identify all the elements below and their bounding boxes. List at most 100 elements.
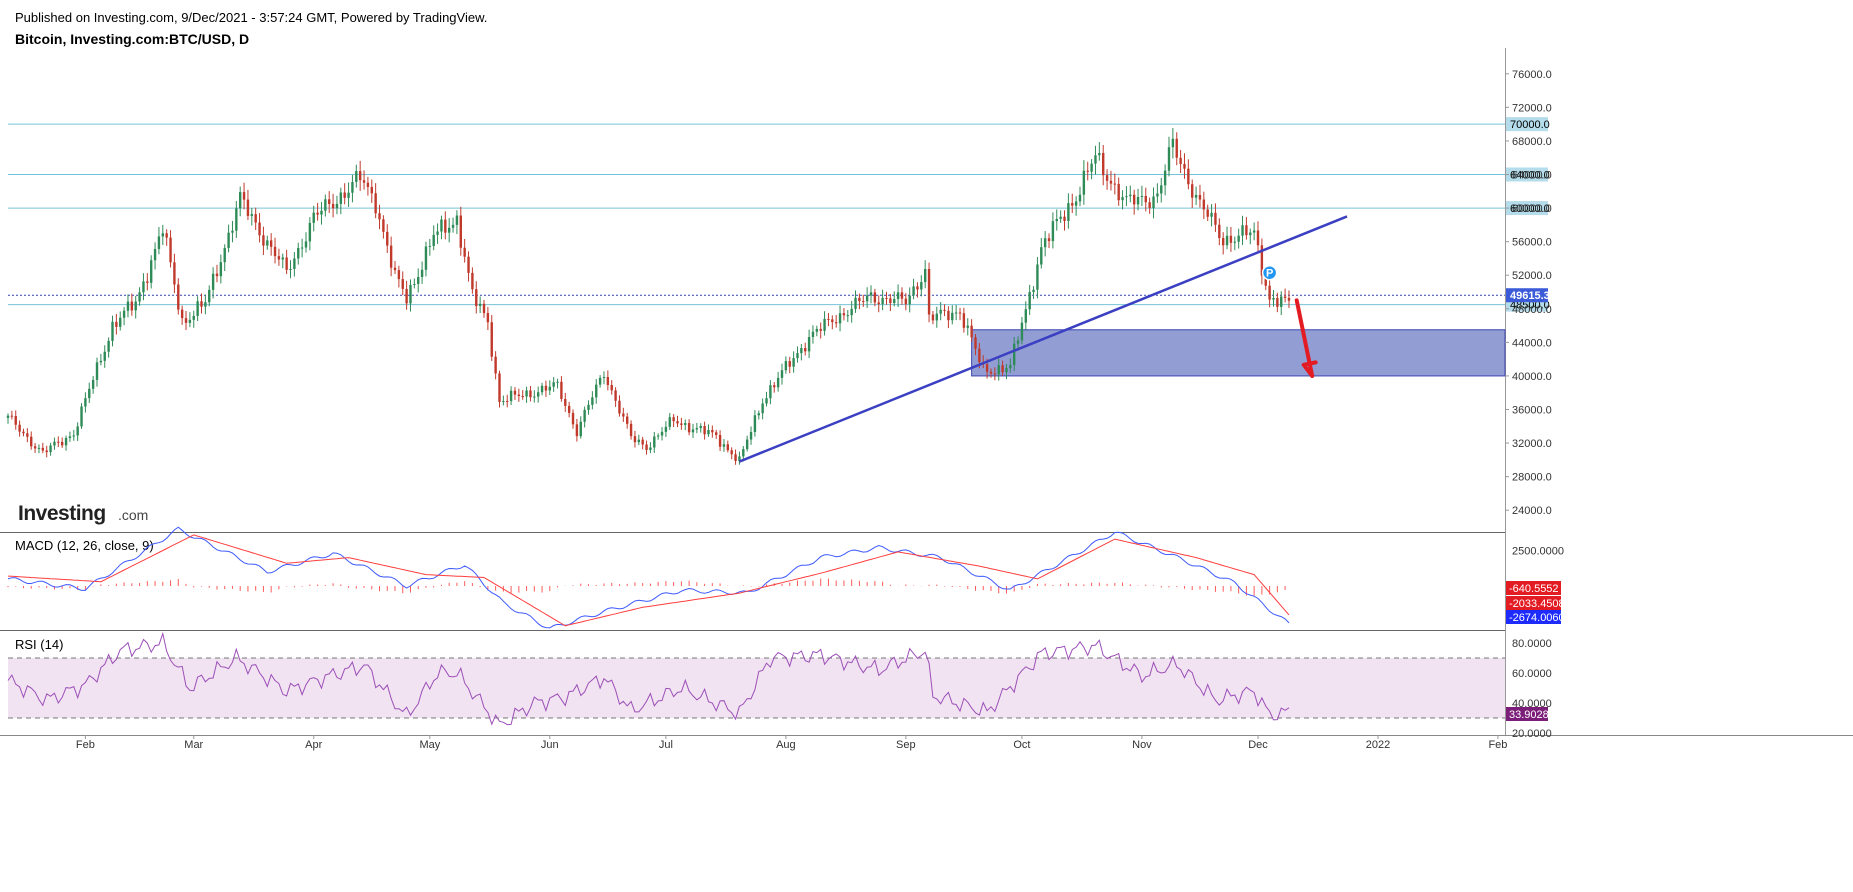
candle-body bbox=[1260, 245, 1264, 276]
candle-body bbox=[1214, 212, 1217, 225]
level-price-tag bbox=[1506, 201, 1548, 216]
candle-body bbox=[869, 292, 873, 296]
candle-body bbox=[409, 284, 412, 304]
candle-body bbox=[656, 435, 660, 437]
candle-body bbox=[72, 435, 75, 437]
candle-body bbox=[622, 413, 625, 417]
candle-body bbox=[513, 390, 517, 395]
candle-body bbox=[583, 409, 586, 422]
candle-body bbox=[1094, 155, 1097, 164]
candle-body bbox=[1113, 183, 1117, 185]
candle-body bbox=[33, 446, 37, 449]
macd-value-tag bbox=[1506, 581, 1561, 595]
chart-symbol-title: Bitcoin, Investing.com:BTC/USD, D bbox=[15, 31, 250, 47]
candle-body bbox=[370, 186, 373, 194]
rsi-line bbox=[7, 631, 1290, 726]
marker-badge[interactable] bbox=[1261, 264, 1278, 281]
candle-body bbox=[1179, 157, 1182, 164]
level-price-tag-label: 64000.0 bbox=[1510, 170, 1550, 182]
candle-body bbox=[831, 319, 834, 323]
candle-body bbox=[1233, 241, 1236, 243]
candle-body bbox=[1136, 196, 1140, 205]
candle-body bbox=[722, 444, 726, 447]
rsi-title: RSI (14) bbox=[15, 637, 63, 652]
candle-body bbox=[974, 337, 977, 349]
price-axis-tick-label: 56000.0 bbox=[1512, 237, 1552, 249]
candle-body bbox=[1287, 297, 1291, 301]
investing-logo: Investing bbox=[18, 502, 106, 525]
investing-logo-suffix: .com bbox=[118, 507, 148, 523]
candle-body bbox=[91, 379, 95, 389]
candle-body bbox=[730, 450, 733, 455]
support-zone-rectangle[interactable] bbox=[971, 329, 1506, 377]
time-axis-tick-label: Dec bbox=[1248, 739, 1268, 751]
candle-body bbox=[1148, 202, 1151, 209]
candle-body bbox=[691, 429, 695, 433]
candle-body bbox=[1175, 138, 1178, 158]
candle-body bbox=[1009, 364, 1012, 369]
candle-body bbox=[60, 441, 64, 446]
candle-body bbox=[146, 281, 149, 283]
candle-body bbox=[1036, 264, 1039, 290]
candle-body bbox=[1005, 368, 1008, 373]
price-axis-tick-label: 24000.0 bbox=[1512, 505, 1552, 517]
candle-body bbox=[660, 431, 664, 436]
candle-body bbox=[208, 289, 211, 303]
ascending-trendline[interactable] bbox=[738, 215, 1348, 463]
candle-body bbox=[138, 292, 141, 302]
candle-body bbox=[37, 447, 41, 449]
candle-body bbox=[1241, 225, 1244, 236]
macd-line bbox=[7, 526, 1290, 629]
candle-body bbox=[401, 279, 404, 289]
candle-body bbox=[1140, 196, 1144, 198]
candle-body bbox=[610, 385, 613, 391]
candle-body bbox=[506, 401, 509, 403]
candle-body bbox=[130, 301, 134, 311]
candle-body bbox=[88, 388, 91, 399]
candle-body bbox=[1249, 232, 1252, 236]
candle-body bbox=[699, 426, 702, 429]
time-axis-tick-label: Oct bbox=[1013, 739, 1030, 751]
candle-body bbox=[1183, 163, 1186, 169]
candle-body bbox=[827, 318, 830, 320]
candle-body bbox=[1194, 194, 1198, 198]
candle-body bbox=[1109, 180, 1113, 184]
candle-body bbox=[908, 295, 911, 305]
candle-body bbox=[386, 231, 389, 246]
candle-body bbox=[99, 360, 103, 363]
candle-body bbox=[382, 219, 385, 232]
candle-body bbox=[560, 381, 563, 399]
price-panel-bottom-border bbox=[0, 532, 1505, 533]
time-axis-tick-label: Jun bbox=[541, 739, 559, 751]
price-axis-tick-label: 68000.0 bbox=[1512, 136, 1552, 148]
candle-body bbox=[680, 423, 683, 425]
candle-body bbox=[544, 385, 548, 391]
level-price-tag-label: 60000.0 bbox=[1510, 203, 1550, 215]
candle-body bbox=[567, 405, 571, 413]
candle-body bbox=[366, 182, 370, 187]
time-axis-border bbox=[0, 735, 1853, 736]
candle-body bbox=[637, 439, 641, 443]
candle-body bbox=[765, 398, 768, 404]
candle-body bbox=[84, 398, 87, 407]
candle-body bbox=[900, 292, 904, 299]
candle-body bbox=[18, 424, 21, 432]
candle-body bbox=[413, 283, 416, 285]
candle-body bbox=[293, 258, 296, 269]
candle-body bbox=[726, 444, 730, 451]
candle-body bbox=[920, 282, 923, 290]
candle-body bbox=[1001, 365, 1004, 373]
candle-body bbox=[335, 203, 339, 209]
price-axis-tick-label: 48000.0 bbox=[1512, 304, 1552, 316]
candle-body bbox=[931, 314, 935, 321]
candle-body bbox=[57, 441, 60, 443]
candle-body bbox=[916, 286, 919, 290]
marker-badge-label: P bbox=[1266, 268, 1273, 280]
candle-body bbox=[397, 270, 401, 280]
candle-body bbox=[776, 377, 780, 388]
candle-body bbox=[80, 406, 83, 427]
candle-body bbox=[788, 361, 791, 367]
candle-body bbox=[254, 214, 257, 223]
candle-body bbox=[753, 415, 757, 432]
